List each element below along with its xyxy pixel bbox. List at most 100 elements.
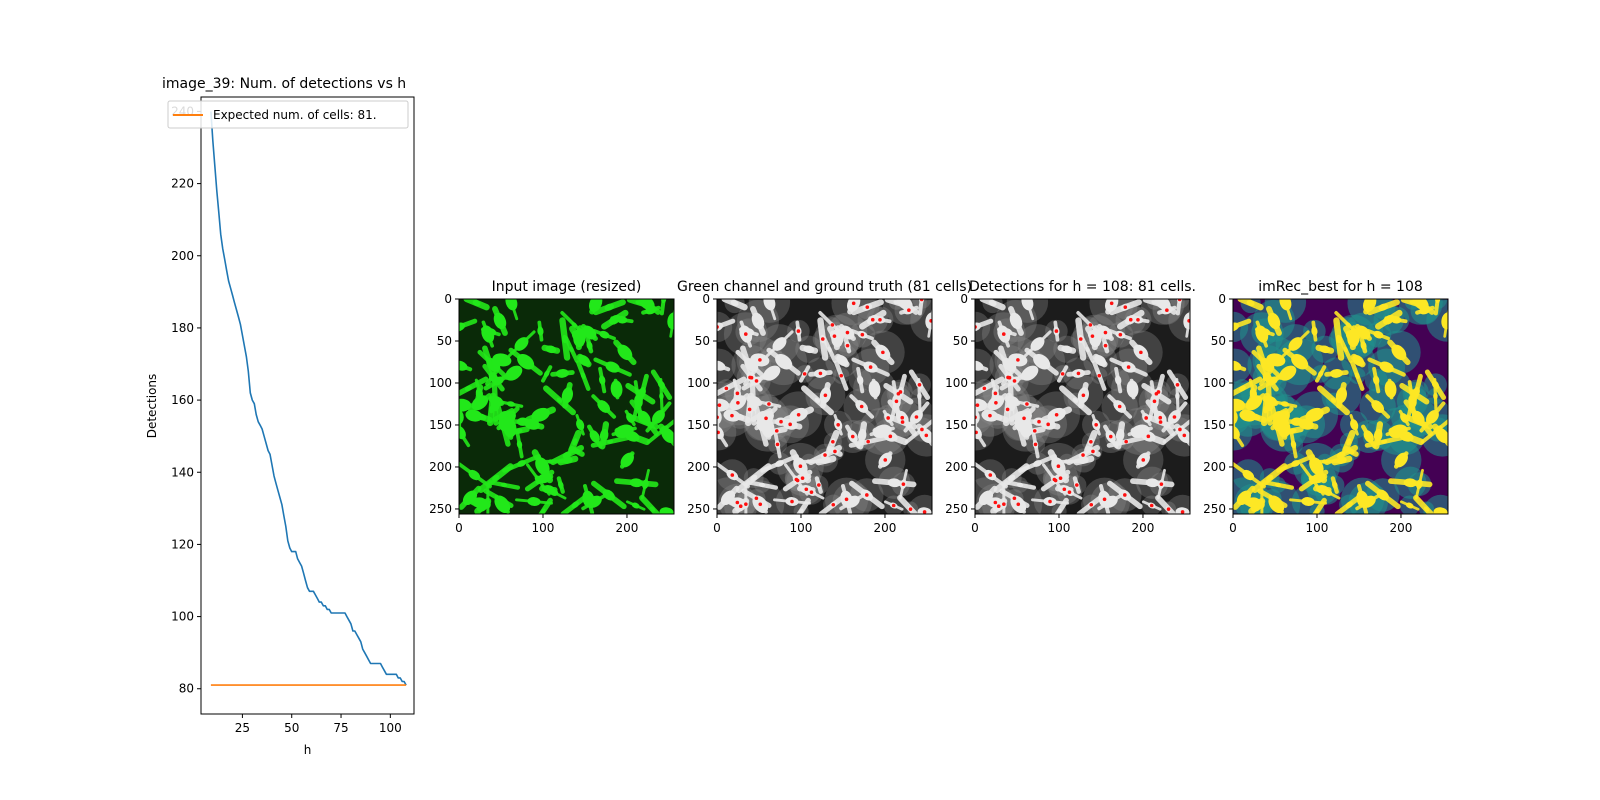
- cell-marker-dot: [1152, 399, 1157, 404]
- image-cell-body: [751, 312, 765, 330]
- image-cell-body: [1354, 372, 1360, 379]
- cell-marker-dot: [1117, 404, 1122, 409]
- cell-marker-dot: [1097, 373, 1102, 378]
- line-series-group: [210, 111, 407, 686]
- cell-marker-dot: [917, 382, 922, 387]
- cell-marker-dot: [845, 343, 850, 348]
- imrec-best-title: imRec_best for h = 108: [1258, 279, 1423, 295]
- imrec-best-panel: imRec_best for h = 108 0 100 200 0 50 100 150 20…: [1203, 279, 1449, 535]
- image-y-tick-label: 0: [702, 292, 710, 306]
- image-x-tick-label: 200: [1390, 521, 1413, 535]
- line-x-tick-label: 75: [333, 721, 348, 735]
- cell-marker-dot: [800, 476, 805, 480]
- image-x-tick-label: 100: [1048, 521, 1071, 535]
- line-y-tick-label: 80: [179, 682, 194, 696]
- image-cell-body: [635, 300, 642, 305]
- cell-marker-dot: [798, 464, 803, 469]
- image-cell-body: [1373, 429, 1383, 442]
- image-cell-body: [868, 380, 881, 398]
- image-cell-body: [1126, 380, 1139, 398]
- image-cell-body: [464, 385, 472, 392]
- cell-marker-dot: [775, 442, 780, 447]
- image-cell-body: [735, 413, 745, 421]
- cell-marker-dot: [907, 308, 911, 313]
- image-cell-body: [543, 370, 550, 378]
- image-cell-body: [578, 354, 591, 367]
- image-cell-body: [803, 345, 815, 354]
- green-channel-ground-truth-panel: Green channel and ground truth (81 cells…: [677, 279, 972, 535]
- line-y-tick-label: 160: [171, 393, 194, 407]
- cell-marker-dot: [730, 473, 735, 477]
- line-x-tick-label: 50: [284, 721, 299, 735]
- image-cell-body: [1322, 488, 1333, 496]
- image-cell-body: [988, 300, 997, 307]
- input-image-pixels: [459, 299, 674, 514]
- cell-marker-dot: [1075, 483, 1079, 487]
- cell-marker-dot: [1002, 502, 1006, 506]
- cell-marker-dot: [900, 415, 905, 420]
- image-cell-body: [503, 418, 517, 438]
- image-y-tick-label: 150: [945, 418, 968, 432]
- image-cell-body: [576, 419, 585, 431]
- image-cell-body: [472, 300, 481, 307]
- cell-marker-dot: [831, 439, 835, 444]
- image-cell-body: [1321, 459, 1329, 464]
- image-y-tick-label: 50: [1211, 334, 1226, 348]
- cell-marker-dot: [1089, 502, 1094, 507]
- image-cell-body: [1264, 397, 1274, 412]
- cell-marker-dot: [1109, 301, 1114, 306]
- cell-marker-dot: [1016, 502, 1021, 507]
- image-cell-body: [620, 452, 634, 468]
- cell-marker-dot: [738, 504, 743, 509]
- cell-marker-dot: [994, 400, 998, 405]
- cell-marker-dot: [1165, 308, 1169, 313]
- image-cell-body: [558, 481, 564, 489]
- cell-marker-dot: [1046, 422, 1050, 427]
- cell-marker-dot: [788, 422, 792, 427]
- image-cell-body: [589, 430, 600, 443]
- image-cell-body: [1376, 489, 1389, 501]
- image-cell-body: [498, 410, 509, 419]
- cell-marker-dot: [919, 299, 924, 302]
- line-x-ticks: 25 50 75 100: [235, 714, 402, 735]
- image-cell-body: [505, 365, 523, 381]
- cell-marker-dot: [901, 482, 906, 486]
- cell-marker-dot: [1054, 412, 1059, 417]
- cell-marker-dot: [900, 420, 905, 424]
- cell-marker-dot: [924, 433, 929, 438]
- image-cell-body: [1288, 428, 1297, 434]
- image-x-tick-label: 200: [1132, 521, 1155, 535]
- detections-frame: [974, 298, 1191, 515]
- image-cell-body: [730, 300, 739, 307]
- cell-marker-dot: [1058, 476, 1063, 480]
- cell-marker-dot: [1144, 416, 1148, 420]
- image-cell-body: [617, 344, 633, 361]
- cell-marker-dot: [1149, 503, 1154, 508]
- image-cell-body: [772, 337, 787, 351]
- cell-marker-dot: [860, 332, 865, 337]
- image-cell-body: [524, 419, 540, 430]
- image-cell-body: [1336, 451, 1346, 459]
- image-cell-body: [468, 469, 481, 481]
- cell-marker-dot: [774, 429, 779, 433]
- input-image-panel: Input image (resized) 0 100 200 0 50 100 150 200…: [429, 279, 675, 535]
- image-cell-body: [604, 303, 615, 311]
- image-cell-body: [1314, 508, 1320, 514]
- image-cell-body: [1291, 460, 1300, 467]
- image-cell-body: [586, 341, 593, 350]
- image-cell-body: [1250, 500, 1263, 512]
- image-cell-body: [573, 448, 581, 455]
- cell-marker-dot: [988, 473, 993, 477]
- image-cell-body: [1056, 508, 1062, 514]
- image-cell-body: [599, 375, 606, 385]
- image-cell-body: [1311, 326, 1318, 336]
- image-cell-body: [1274, 482, 1282, 488]
- image-y-tick-label: 200: [945, 460, 968, 474]
- image-cell-body: [893, 300, 900, 305]
- cell-marker-dot: [736, 400, 740, 405]
- cell-marker-dot: [818, 371, 823, 376]
- image-cell-body: [844, 495, 860, 509]
- cell-marker-dot: [735, 391, 740, 396]
- image-cell-body: [1033, 460, 1042, 467]
- cell-marker-dot: [767, 402, 771, 406]
